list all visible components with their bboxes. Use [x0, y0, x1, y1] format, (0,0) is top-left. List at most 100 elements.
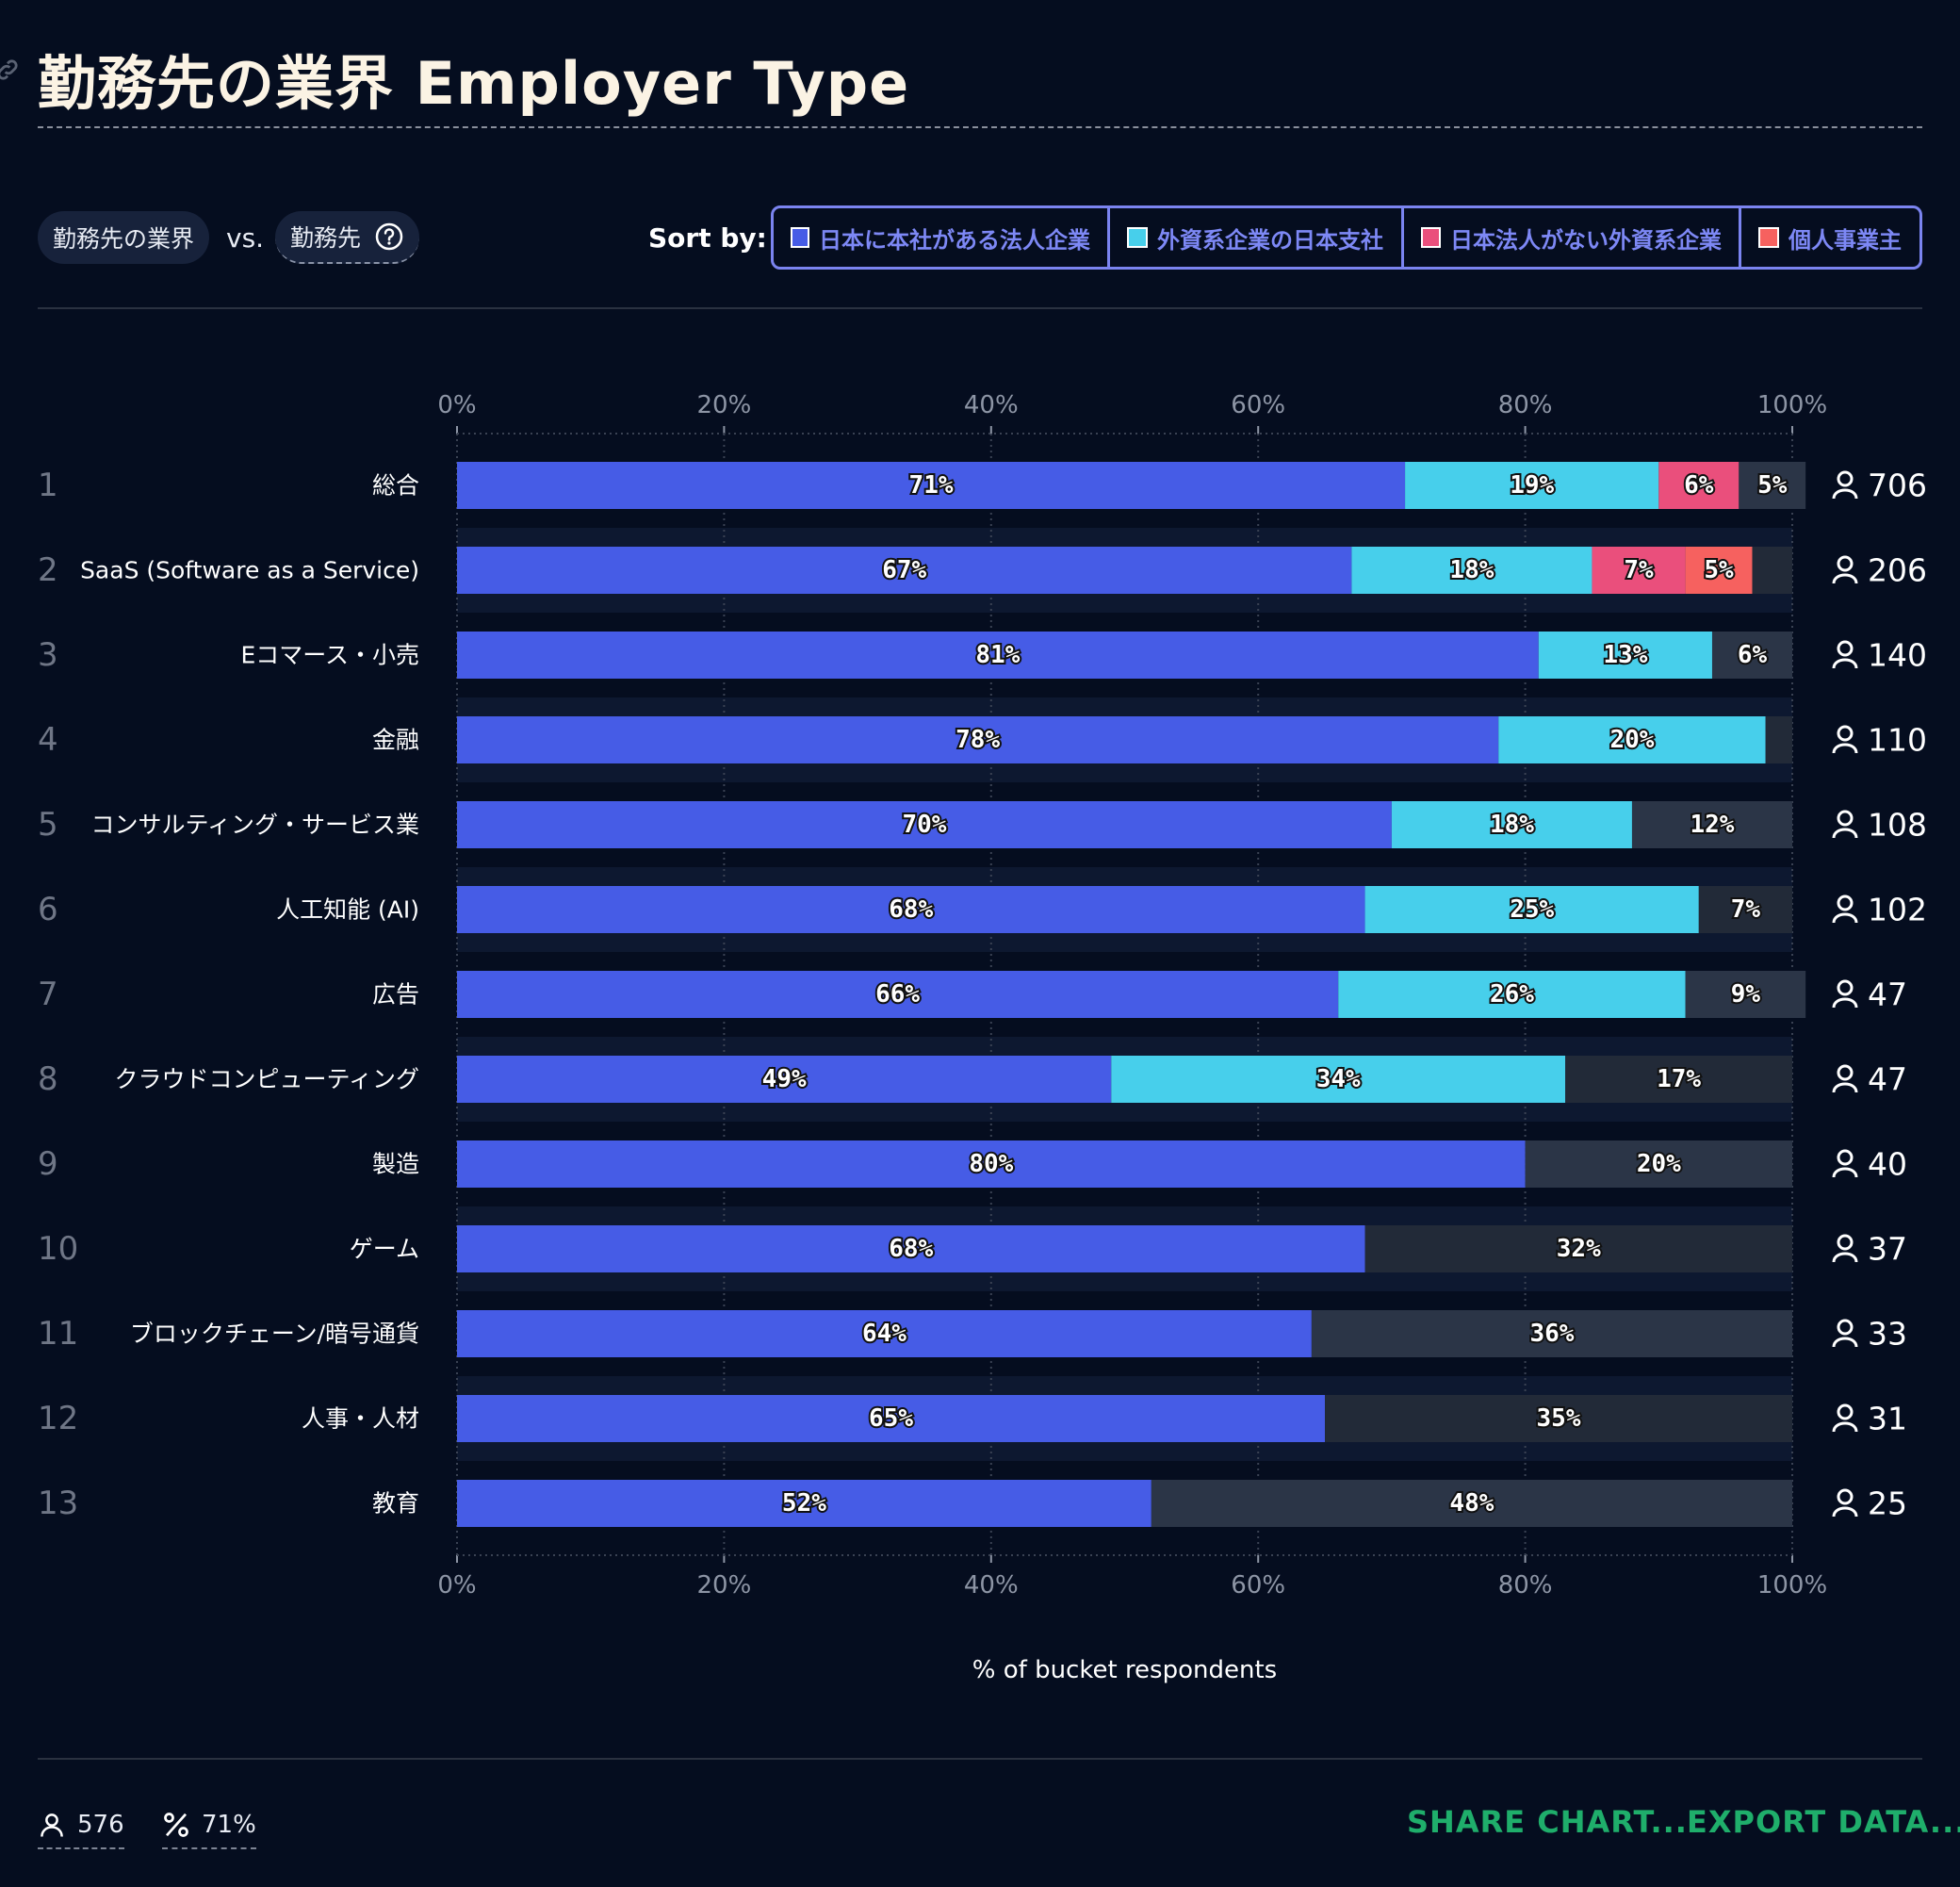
person-icon-body	[1832, 1421, 1858, 1433]
bar-segment-label: 64%	[862, 1320, 906, 1348]
bar-segment-label: 26%	[1490, 980, 1534, 1009]
bar-segment-label: 35%	[1537, 1404, 1581, 1433]
bar-segment-label: 18%	[1449, 556, 1494, 584]
person-icon-body	[1832, 658, 1858, 669]
person-icon-body	[1832, 1082, 1858, 1093]
help-icon[interactable]	[374, 222, 404, 252]
bar-segment	[457, 1395, 1326, 1442]
person-icon-body	[1832, 1506, 1858, 1518]
person-icon-body	[1832, 743, 1858, 754]
percent-stat[interactable]: 71%	[162, 1806, 256, 1849]
row-respondent-count: 706	[1868, 468, 1927, 504]
bar-segment-label: 68%	[889, 895, 933, 924]
person-icon-body	[1832, 1252, 1858, 1263]
row-rank: 9	[38, 1145, 58, 1183]
bar-segment-label: 17%	[1657, 1065, 1701, 1093]
bar-segment-label: 20%	[1609, 726, 1654, 754]
bar-segment-label: 81%	[975, 641, 1020, 669]
bar-segment-label: 71%	[909, 471, 954, 500]
person-icon	[41, 1813, 63, 1837]
bar-segment	[457, 462, 1406, 509]
export-data-button[interactable]: EXPORT DATA...	[1687, 1804, 1960, 1840]
sort-option-foreign-branch[interactable]: 外資系企業の日本支社	[1110, 208, 1404, 267]
row-respondent-count: 37	[1868, 1231, 1907, 1268]
row-rank: 10	[38, 1230, 78, 1268]
bar-segment	[1538, 632, 1712, 679]
bar-segment-label: 13%	[1603, 641, 1647, 669]
person-icon	[1837, 725, 1854, 742]
bar-segment	[457, 886, 1365, 933]
sort-swatch-foreign-branch	[1127, 227, 1148, 248]
row-rank: 8	[38, 1060, 58, 1098]
bar-segment	[1739, 462, 1806, 509]
person-icon	[1837, 555, 1854, 572]
bar-segment-label: 49%	[762, 1065, 807, 1093]
share-chart-button[interactable]: SHARE CHART...	[1407, 1804, 1688, 1840]
bar-segment	[1685, 547, 1753, 594]
bar-segment	[1405, 462, 1659, 509]
sort-swatch-japan-hq	[791, 227, 809, 248]
row-category-label: 総合	[372, 472, 419, 500]
sort-label-japan-hq: 日本に本社がある法人企業	[819, 226, 1090, 254]
row-rank: 5	[38, 806, 58, 844]
sort-label-foreign-no-japan-entity: 日本法人がない外資系企業	[1450, 226, 1722, 254]
row-category-label: 金融	[372, 727, 419, 754]
sort-by-label: Sort by:	[648, 222, 767, 254]
sort-option-sole-proprietor[interactable]: 個人事業主	[1741, 208, 1919, 267]
x-tick-label-bottom: 60%	[1231, 1571, 1285, 1600]
bar-segment	[457, 632, 1539, 679]
bar-segment-label: 65%	[869, 1404, 913, 1433]
bar-segment-label: 78%	[956, 726, 1000, 754]
person-icon-body	[1832, 488, 1858, 500]
bar-segment-label: 18%	[1490, 811, 1534, 839]
primary-variable-chip[interactable]: 勤務先の業界	[38, 211, 210, 264]
x-tick-label-bottom: 20%	[697, 1571, 752, 1600]
row-respondent-count: 206	[1868, 552, 1927, 589]
person-icon	[1837, 1403, 1854, 1420]
person-icon	[1837, 1149, 1854, 1166]
row-rank: 6	[38, 891, 58, 928]
row-respondent-count: 110	[1868, 722, 1927, 759]
bar-segment	[1111, 1056, 1566, 1103]
primary-variable-label: 勤務先の業界	[53, 225, 195, 253]
bar-segment	[1525, 1140, 1792, 1188]
bar-segment	[1338, 971, 1686, 1018]
sort-swatch-foreign-no-japan-entity	[1421, 227, 1441, 248]
bar-segment	[1311, 1310, 1792, 1357]
bar-segment	[457, 1140, 1526, 1188]
row-respondent-count: 108	[1868, 807, 1927, 844]
footer-divider	[38, 1758, 1922, 1760]
x-tick-label-top: 40%	[964, 391, 1019, 419]
link-icon[interactable]	[0, 57, 21, 83]
row-category-label: コンサルティング・サービス業	[90, 812, 419, 839]
bar-segment	[1658, 462, 1740, 509]
row-category-label: ブロックチェーン/暗号通貨	[130, 1321, 419, 1348]
respondents-stat[interactable]: 576	[38, 1806, 124, 1849]
bar-segment	[457, 1225, 1365, 1272]
sort-option-japan-hq[interactable]: 日本に本社がある法人企業	[774, 208, 1110, 267]
bar-segment	[457, 716, 1499, 763]
row-respondent-count: 40	[1868, 1146, 1907, 1183]
row-rank: 1	[38, 467, 58, 504]
bar-segment-label: 6%	[1738, 641, 1768, 669]
person-icon	[1837, 810, 1854, 827]
row-category-label: Eコマース・小売	[240, 642, 419, 669]
bar-segment-label: 25%	[1510, 895, 1554, 924]
vs-label: vs.	[226, 222, 265, 254]
row-rank: 2	[38, 551, 58, 589]
bar-segment-label: 48%	[1449, 1489, 1494, 1518]
percent-value: 71%	[202, 1811, 256, 1839]
bar-segment-label: 80%	[969, 1150, 1013, 1178]
percent-icon	[164, 1813, 188, 1837]
row-category-label: クラウドコンピューティング	[114, 1066, 419, 1093]
bar-segment	[1685, 971, 1806, 1018]
row-respondent-count: 47	[1868, 1061, 1907, 1098]
secondary-variable-chip[interactable]: 勤務先	[275, 211, 420, 264]
bar-segment-label: 68%	[889, 1235, 933, 1263]
bar-segment	[1391, 801, 1632, 848]
bar-segment-label: 36%	[1529, 1320, 1574, 1348]
bar-segment	[1325, 1395, 1792, 1442]
bar-segment	[457, 547, 1352, 594]
sort-option-foreign-no-japan-entity[interactable]: 日本法人がない外資系企業	[1404, 208, 1741, 267]
person-icon	[1837, 1488, 1854, 1505]
